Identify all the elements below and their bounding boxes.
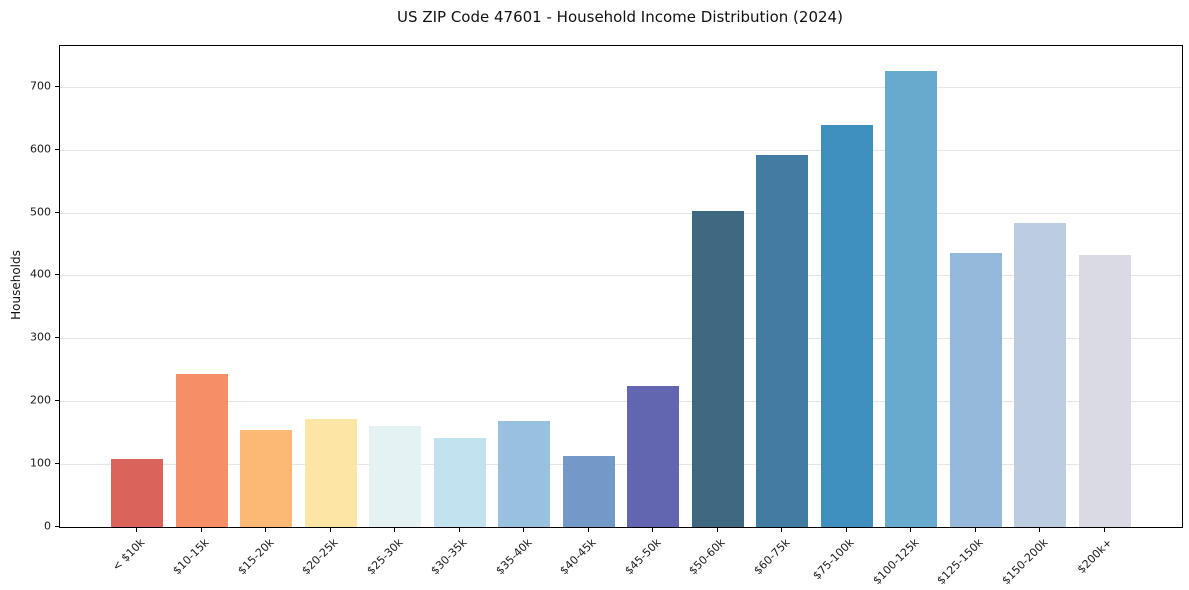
gridline-y-500 — [60, 212, 1182, 214]
x-tick-label-$25-30k: $25-30k — [363, 536, 406, 578]
x-tick-label-$50-60k: $50-60k — [686, 536, 728, 578]
y-tick-label-100: 100 — [30, 456, 51, 470]
bar-$100-125k — [885, 71, 937, 527]
bar-$125-150k — [949, 253, 1002, 527]
gridline-y-400 — [60, 275, 1182, 277]
x-tick-label-$20-25k: $20-25k — [299, 536, 341, 578]
x-tick-label-$15-20k: $15-20k — [234, 536, 277, 578]
bar-$20-25k — [304, 419, 357, 527]
y-tick-mark-400 — [55, 274, 59, 276]
x-tick-mark-$75-100k — [845, 528, 847, 532]
x-tick-mark-$20-25k — [329, 528, 331, 532]
x-tick-label-$150-200k: $150-200k — [999, 536, 1051, 588]
x-tick-mark-$50-60k — [716, 528, 718, 532]
bar-$150-200k — [1014, 223, 1066, 527]
x-tick-mark-$10-15k — [200, 528, 202, 532]
bar-$75-100k — [820, 125, 873, 527]
gridline-y-700 — [60, 86, 1182, 88]
bar-$60-75k — [756, 155, 808, 527]
bar-$200k+ — [1078, 255, 1131, 527]
x-tick-label-$75-100k: $75-100k — [810, 536, 857, 583]
gridline-y-100 — [60, 464, 1182, 466]
x-tick-label-< $10k: < $10k — [109, 536, 148, 574]
x-tick-label-$10-15k: $10-15k — [170, 536, 212, 578]
plot-area — [59, 45, 1183, 528]
y-tick-mark-600 — [55, 148, 59, 150]
x-tick-mark-$40-45k — [587, 528, 589, 532]
x-tick-label-$45-50k: $45-50k — [621, 536, 664, 578]
y-tick-mark-100 — [55, 463, 59, 465]
bar-$25-30k — [369, 426, 421, 527]
x-tick-label-$35-40k: $35-40k — [492, 536, 535, 578]
y-tick-mark-0 — [55, 526, 59, 527]
x-tick-label-$200k+: $200k+ — [1074, 536, 1115, 577]
gridline-y-200 — [60, 401, 1182, 403]
chart-title: US ZIP Code 47601 - Household Income Dis… — [397, 8, 843, 26]
y-tick-label-0: 0 — [44, 519, 51, 533]
x-tick-mark-$125-150k — [974, 528, 976, 532]
x-tick-mark-$25-30k — [394, 528, 395, 532]
x-tick-label-$100-125k: $100-125k — [870, 536, 922, 588]
x-tick-mark-< $10k — [136, 528, 137, 532]
y-tick-label-400: 400 — [30, 267, 51, 281]
bar-$35-40k — [498, 421, 550, 527]
gridline-y-300 — [60, 338, 1182, 340]
x-tick-mark-$45-50k — [652, 528, 653, 532]
x-tick-mark-$60-75k — [781, 528, 782, 532]
y-tick-label-600: 600 — [30, 142, 51, 156]
bar-$50-60k — [691, 211, 744, 527]
x-tick-mark-$30-35k — [458, 528, 460, 532]
y-tick-label-300: 300 — [30, 330, 51, 344]
bar-$45-50k — [627, 386, 679, 527]
x-tick-label-$60-75k: $60-75k — [750, 536, 793, 578]
x-tick-label-$125-150k: $125-150k — [934, 536, 986, 588]
bar-$10-15k — [175, 374, 228, 527]
x-tick-mark-$150-200k — [1039, 528, 1040, 532]
bar-$30-35k — [433, 438, 486, 527]
y-tick-mark-700 — [55, 85, 59, 87]
y-tick-label-700: 700 — [30, 79, 51, 93]
bar-$15-20k — [240, 430, 292, 527]
x-tick-mark-$200k+ — [1103, 528, 1105, 532]
x-tick-mark-$35-40k — [523, 528, 524, 532]
y-tick-mark-200 — [55, 400, 59, 402]
y-tick-mark-500 — [55, 211, 59, 213]
y-tick-mark-300 — [55, 337, 59, 339]
y-tick-label-200: 200 — [30, 393, 51, 407]
x-tick-label-$40-45k: $40-45k — [557, 536, 599, 578]
x-tick-mark-$15-20k — [265, 528, 266, 532]
y-tick-label-500: 500 — [30, 205, 51, 219]
y-axis-label: Households — [9, 250, 23, 320]
bar-< $10k — [111, 459, 163, 527]
bar-$40-45k — [562, 456, 615, 527]
x-tick-mark-$100-125k — [910, 528, 911, 532]
gridline-y-600 — [60, 149, 1182, 151]
x-tick-label-$30-35k: $30-35k — [428, 536, 470, 578]
